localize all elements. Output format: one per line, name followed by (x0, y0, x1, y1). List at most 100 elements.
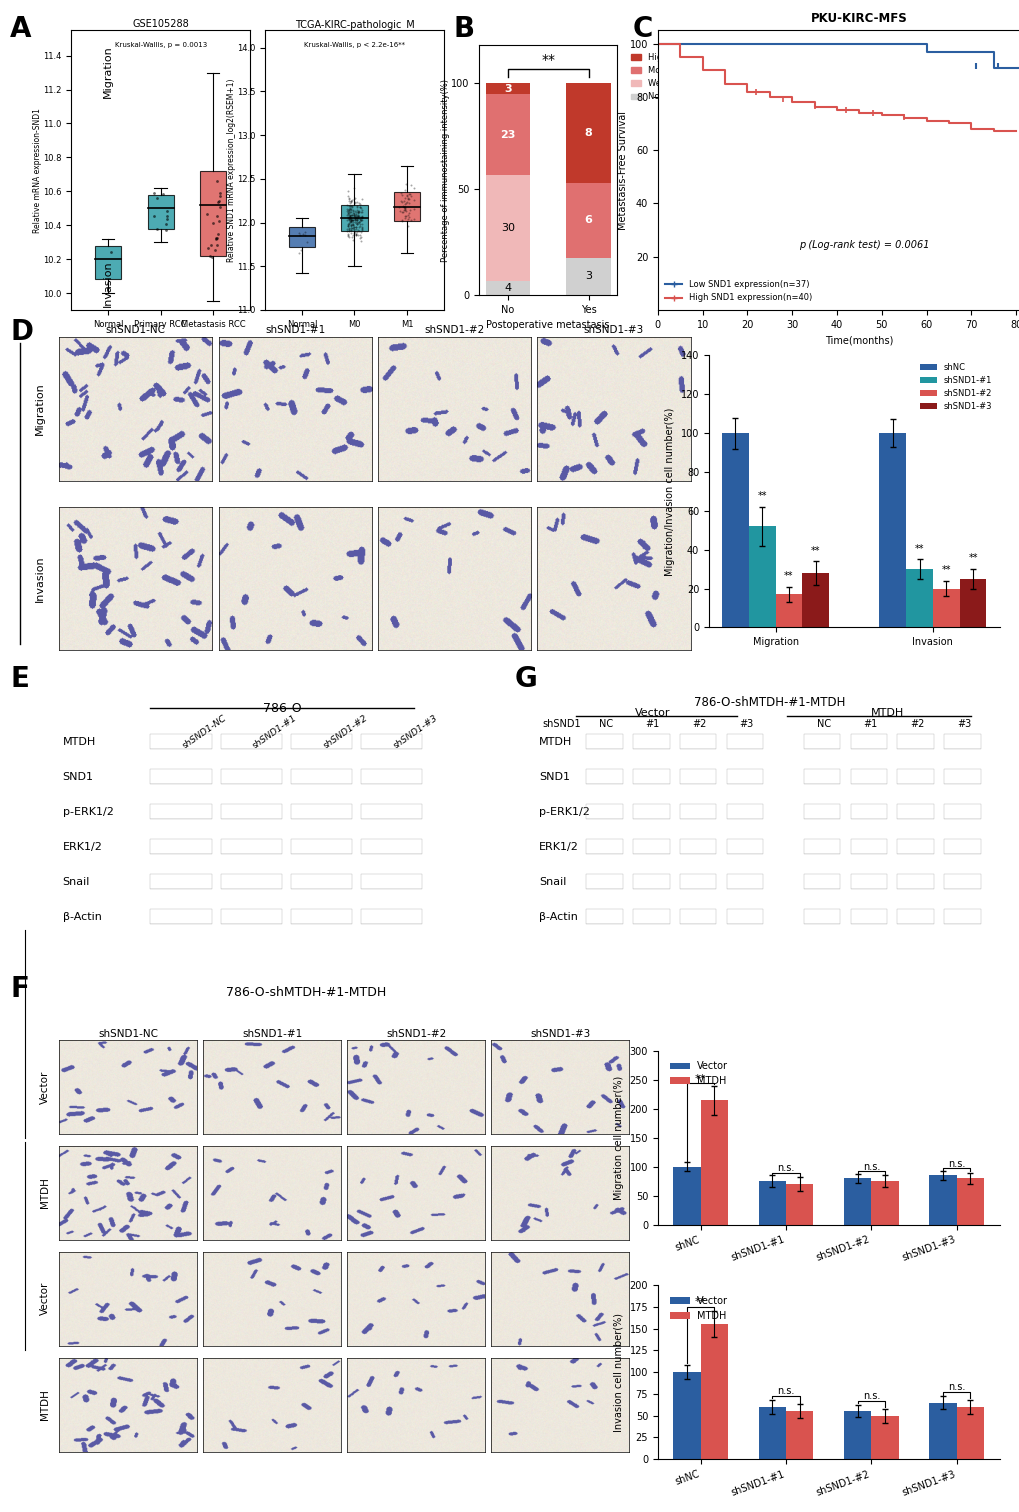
Point (347, 222, 364, 246)
Bar (632, 874, 668, 889)
Bar (673, 1167, 700, 1225)
Bar (485, 83, 530, 94)
Point (406, 175, 422, 200)
Bar (585, 874, 622, 889)
Point (350, 204, 366, 228)
Bar (485, 175, 530, 281)
Bar (803, 909, 840, 924)
Text: shSND1: shSND1 (542, 720, 580, 729)
Bar (566, 257, 610, 295)
Point (346, 186, 363, 210)
Bar (290, 804, 352, 820)
Point (348, 209, 365, 233)
Point (345, 201, 362, 225)
Low SND1 expression(n=37) (964, 42, 976, 60)
Point (208, 237, 224, 262)
Title: shSND1-NC: shSND1-NC (98, 1030, 158, 1039)
Point (352, 209, 368, 233)
Text: n.s.: n.s. (862, 1391, 879, 1402)
Point (353, 207, 369, 231)
Bar (673, 1373, 700, 1459)
Point (353, 219, 369, 243)
Point (198, 162, 214, 186)
Title: shSND1-#1: shSND1-#1 (242, 1030, 302, 1039)
Point (203, 210, 219, 234)
Bar (585, 735, 622, 750)
Text: MTDH: MTDH (63, 736, 96, 747)
Text: G: G (515, 665, 537, 694)
Point (341, 200, 358, 224)
Bar (361, 804, 422, 820)
Text: 23: 23 (499, 130, 515, 139)
Bar (956, 1178, 983, 1225)
Text: **: ** (541, 53, 554, 68)
Y-axis label: Metastasis-Free Survival: Metastasis-Free Survival (618, 110, 628, 230)
Point (209, 191, 225, 215)
Text: 4: 4 (503, 283, 511, 293)
Bar (721, 432, 748, 627)
Low SND1 expression(n=37) (919, 42, 931, 60)
Point (297, 222, 313, 246)
Text: MTDH: MTDH (40, 1178, 50, 1208)
Point (342, 191, 359, 215)
Point (398, 191, 415, 215)
Point (343, 187, 360, 212)
Point (351, 191, 367, 215)
Bar (361, 874, 422, 889)
Bar (679, 735, 715, 750)
Bar (905, 569, 932, 627)
Low SND1 expression(n=37) (763, 35, 775, 53)
Point (343, 207, 360, 231)
Text: p-ERK1/2: p-ERK1/2 (63, 807, 113, 816)
Point (338, 209, 355, 233)
Point (345, 215, 362, 239)
Text: Vector: Vector (635, 708, 669, 718)
Low SND1 expression(n=37) (808, 35, 820, 53)
Point (354, 204, 370, 228)
Text: MTDH: MTDH (40, 1390, 50, 1420)
Point (146, 181, 162, 206)
Point (345, 218, 362, 242)
Point (341, 207, 358, 231)
Point (347, 207, 364, 231)
Bar (679, 839, 715, 854)
Point (344, 222, 361, 246)
Low SND1 expression(n=37) (741, 35, 753, 53)
Point (393, 207, 410, 231)
Point (344, 198, 361, 222)
Point (347, 203, 364, 227)
Point (403, 207, 419, 231)
Bar (632, 735, 668, 750)
Point (340, 206, 357, 230)
Text: **: ** (967, 553, 977, 564)
Point (348, 204, 365, 228)
Bar (485, 281, 530, 295)
Point (403, 172, 419, 197)
Bar (928, 1175, 956, 1225)
Title: shSND1-#1: shSND1-#1 (265, 325, 325, 336)
Bar (850, 909, 887, 924)
Point (350, 222, 366, 246)
High SND1 expression(n=40) (830, 101, 843, 119)
Point (396, 192, 413, 216)
Y-axis label: Relative SND1 mRNA expression_log2(RSEM+1): Relative SND1 mRNA expression_log2(RSEM+… (226, 79, 235, 262)
Point (344, 228, 361, 253)
Point (406, 207, 422, 231)
Point (353, 207, 369, 231)
Text: ERK1/2: ERK1/2 (63, 842, 103, 851)
Point (351, 200, 367, 224)
Point (352, 197, 368, 221)
Point (403, 183, 419, 207)
Title: GSE105288: GSE105288 (132, 20, 189, 29)
Bar (290, 839, 352, 854)
Bar (679, 804, 715, 820)
Point (208, 212, 224, 236)
Point (340, 210, 357, 234)
Bar (850, 735, 887, 750)
Point (160, 186, 176, 210)
High SND1 expression(n=40) (964, 119, 976, 138)
Point (391, 195, 408, 219)
Point (350, 200, 366, 224)
Point (340, 201, 357, 225)
Bar (803, 735, 840, 750)
